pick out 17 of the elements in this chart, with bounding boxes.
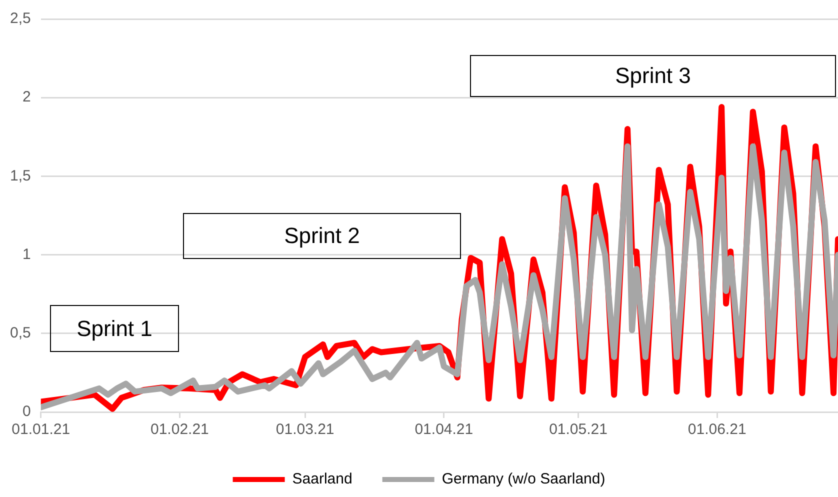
annotation: Sprint 3: [470, 55, 836, 97]
y-tick-label: 0,5: [10, 324, 31, 342]
y-tick-label: 1: [22, 246, 31, 263]
x-tick-label: 01.06.21: [688, 421, 746, 438]
y-tick-label: 1,5: [10, 167, 31, 184]
x-tick-label: 01.05.21: [549, 421, 608, 438]
y-tick-label: 0: [22, 403, 31, 420]
x-tick-label: 01.02.21: [150, 421, 209, 438]
y-tick-label: 2,5: [10, 10, 31, 28]
legend-label: Saarland: [292, 470, 352, 488]
legend-label: Germany (w/o Saarland): [442, 470, 606, 488]
annotation: Sprint 2: [183, 213, 461, 259]
x-tick-label: 01.01.21: [12, 421, 70, 438]
y-tick-label: 2: [22, 88, 31, 106]
annotation: Sprint 1: [50, 305, 179, 352]
x-tick-label: 01.03.21: [276, 421, 334, 438]
x-tick-label: 01.04.21: [414, 421, 474, 438]
